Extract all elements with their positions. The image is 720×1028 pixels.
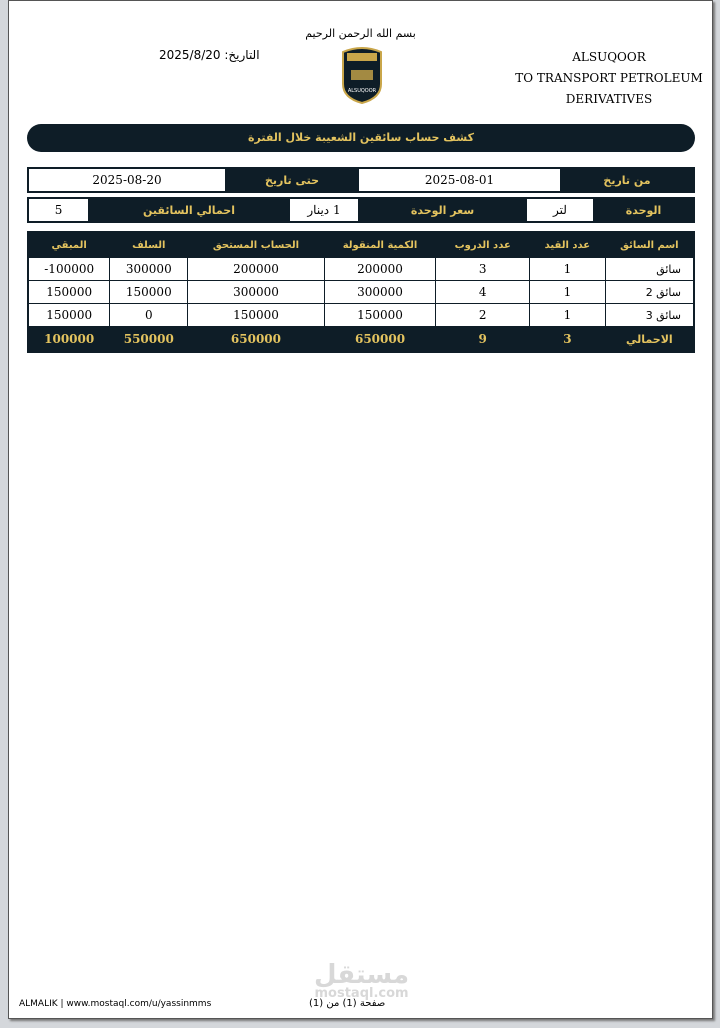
total-cell: 9 [435,326,531,353]
table-cell: 200000 [187,257,325,281]
total-cell: 3 [529,326,606,353]
unit-row: الوحدة لتر سعر الوحدة 1 دينار احمالي الس… [27,197,695,223]
total-cell: الاحمالي [604,326,695,353]
driver-name-cell: سائق 2 [604,280,695,304]
table-row: سائق 2 1 4 300000 300000 150000 150000 [27,280,695,304]
drivers-table: اسم السائق عدد القيد عدد الدروب الكمية المن… [27,231,695,353]
table-cell: 150000 [27,303,111,327]
table-cell: 4 [435,280,531,304]
report-date: التاريخ: 2025/8/20 [159,48,260,62]
table-cell: 1 [529,257,606,281]
company-line: DERIVATIVES [565,92,653,106]
total-cell: 550000 [109,326,189,353]
to-date-label: حتى تاريخ [225,169,358,191]
unit-value: لتر [526,199,593,221]
table-cell: 0 [109,303,189,327]
from-date-value: 2025-08-01 [358,169,560,191]
from-date-label: من تاريخ [560,169,693,191]
column-header: اسم السائق [604,231,695,258]
column-header: عدد القيد [529,231,606,258]
total-cell: 100000 [27,326,111,353]
total-drivers-value: 5 [29,199,88,221]
total-drivers-label: احمالي السائقين [88,199,289,221]
table-row: سائق 1 3 200000 200000 300000 -100000 [27,257,695,281]
column-header: الحساب المستحق [187,231,325,258]
driver-name-cell: سائق [604,257,695,281]
column-header: عدد الدروب [435,231,531,258]
column-header: الكمية المنقولة [323,231,437,258]
table-cell: 150000 [27,280,111,304]
svg-text:ALSUQOOR: ALSUQOOR [348,88,377,94]
table-cell: 150000 [323,303,437,327]
column-header: السلف [109,231,189,258]
date-value: 2025/8/20 [159,48,221,62]
table-cell: 150000 [109,280,189,304]
basmala: بسم الله الرحمن الرحيم [305,27,416,40]
unit-price-label: سعر الوحدة [358,199,526,221]
table-cell: 2 [435,303,531,327]
watermark-text: مستقل [314,960,410,990]
page-number: صفحة (1) من (1) [309,998,386,1009]
company-name: ALSUQOOR TO TRANSPORT PETROLEUM DERIVATI… [499,47,719,110]
table-cell: 300000 [187,280,325,304]
unit-label: الوحدة [593,199,693,221]
company-logo: ALSUQOOR [339,46,385,108]
footer-credit: ALMALIK | www.mostaql.com/u/yassinmms [19,999,212,1009]
table-cell: 300000 [323,280,437,304]
table-cell: 1 [529,303,606,327]
table-cell: 3 [435,257,531,281]
total-row: الاحمالي 3 9 650000 650000 550000 100000 [27,326,695,353]
table-cell: -100000 [27,257,111,281]
table-cell: 200000 [323,257,437,281]
driver-name-cell: سائق 3 [604,303,695,327]
company-line: TO TRANSPORT PETROLEUM [515,71,703,85]
total-cell: 650000 [187,326,325,353]
to-date-value: 2025-08-20 [29,169,225,191]
table-row: سائق 3 1 2 150000 150000 0 150000 [27,303,695,327]
total-cell: 650000 [323,326,437,353]
report-page: بسم الله الرحمن الرحيم التاريخ: 2025/8/2… [8,0,713,1019]
table-cell: 150000 [187,303,325,327]
unit-price-value: 1 دينار [289,199,358,221]
date-label: التاريخ: [224,48,260,62]
column-header: المبقي [27,231,111,258]
company-line: ALSUQOOR [572,50,646,64]
watermark: مستقل mostaql.com [314,960,410,1001]
table-header-row: اسم السائق عدد القيد عدد الدروب الكمية المن… [27,231,695,258]
table-cell: 1 [529,280,606,304]
period-row: من تاريخ 2025-08-01 حتى تاريخ 2025-08-20 [27,167,695,193]
watermark-sub: mostaql.com [314,986,409,1001]
report-title: كشف حساب سائقين الشعيبة خلال الفترة [27,124,695,152]
table-cell: 300000 [109,257,189,281]
